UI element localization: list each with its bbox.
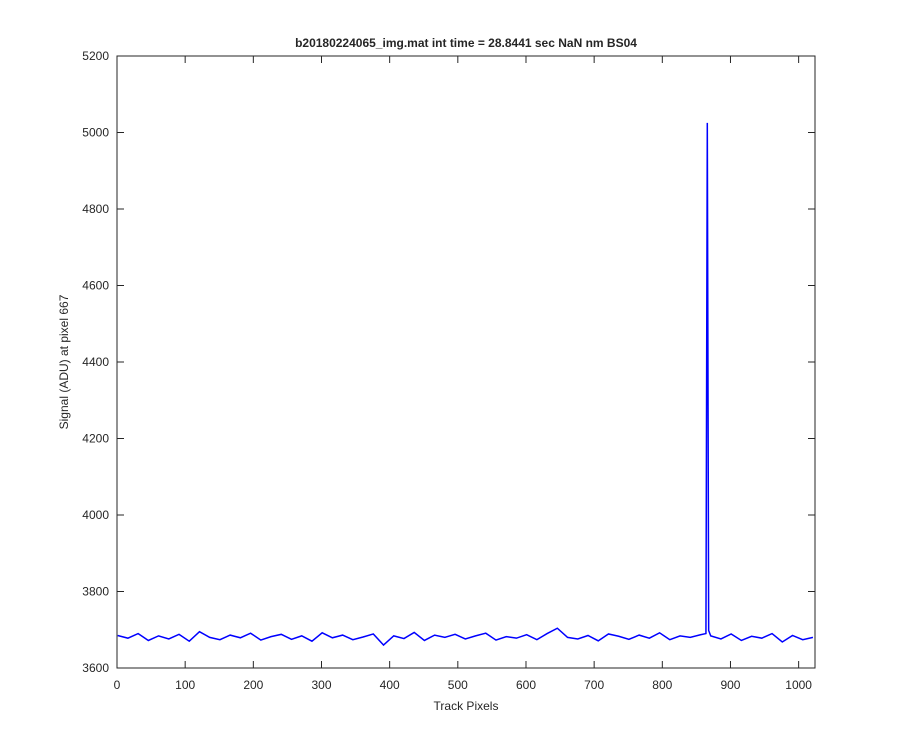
x-axis-label: Track Pixels <box>434 699 499 713</box>
chart-title: b20180224065_img.mat int time = 28.8441 … <box>295 36 637 50</box>
x-tick-label: 100 <box>175 678 195 692</box>
x-tick-label: 900 <box>720 678 740 692</box>
y-tick-label: 5200 <box>82 49 109 63</box>
x-tick-label: 600 <box>516 678 536 692</box>
y-tick-label: 4800 <box>82 202 109 216</box>
x-tick-label: 700 <box>584 678 604 692</box>
y-tick-label: 4600 <box>82 279 109 293</box>
x-tick-label: 300 <box>311 678 331 692</box>
x-tick-label: 500 <box>448 678 468 692</box>
x-tick-label: 200 <box>243 678 263 692</box>
y-tick-label: 3800 <box>82 585 109 599</box>
y-tick-label: 3600 <box>82 661 109 675</box>
x-tick-label: 0 <box>114 678 121 692</box>
x-tick-label: 1000 <box>785 678 812 692</box>
y-tick-label: 4000 <box>82 508 109 522</box>
x-tick-label: 400 <box>380 678 400 692</box>
x-tick-label: 800 <box>652 678 672 692</box>
y-tick-label: 4400 <box>82 355 109 369</box>
y-tick-label: 5000 <box>82 126 109 140</box>
y-axis-label: Signal (ADU) at pixel 667 <box>57 294 71 429</box>
data-line <box>117 122 814 647</box>
y-tick-label: 4200 <box>82 432 109 446</box>
